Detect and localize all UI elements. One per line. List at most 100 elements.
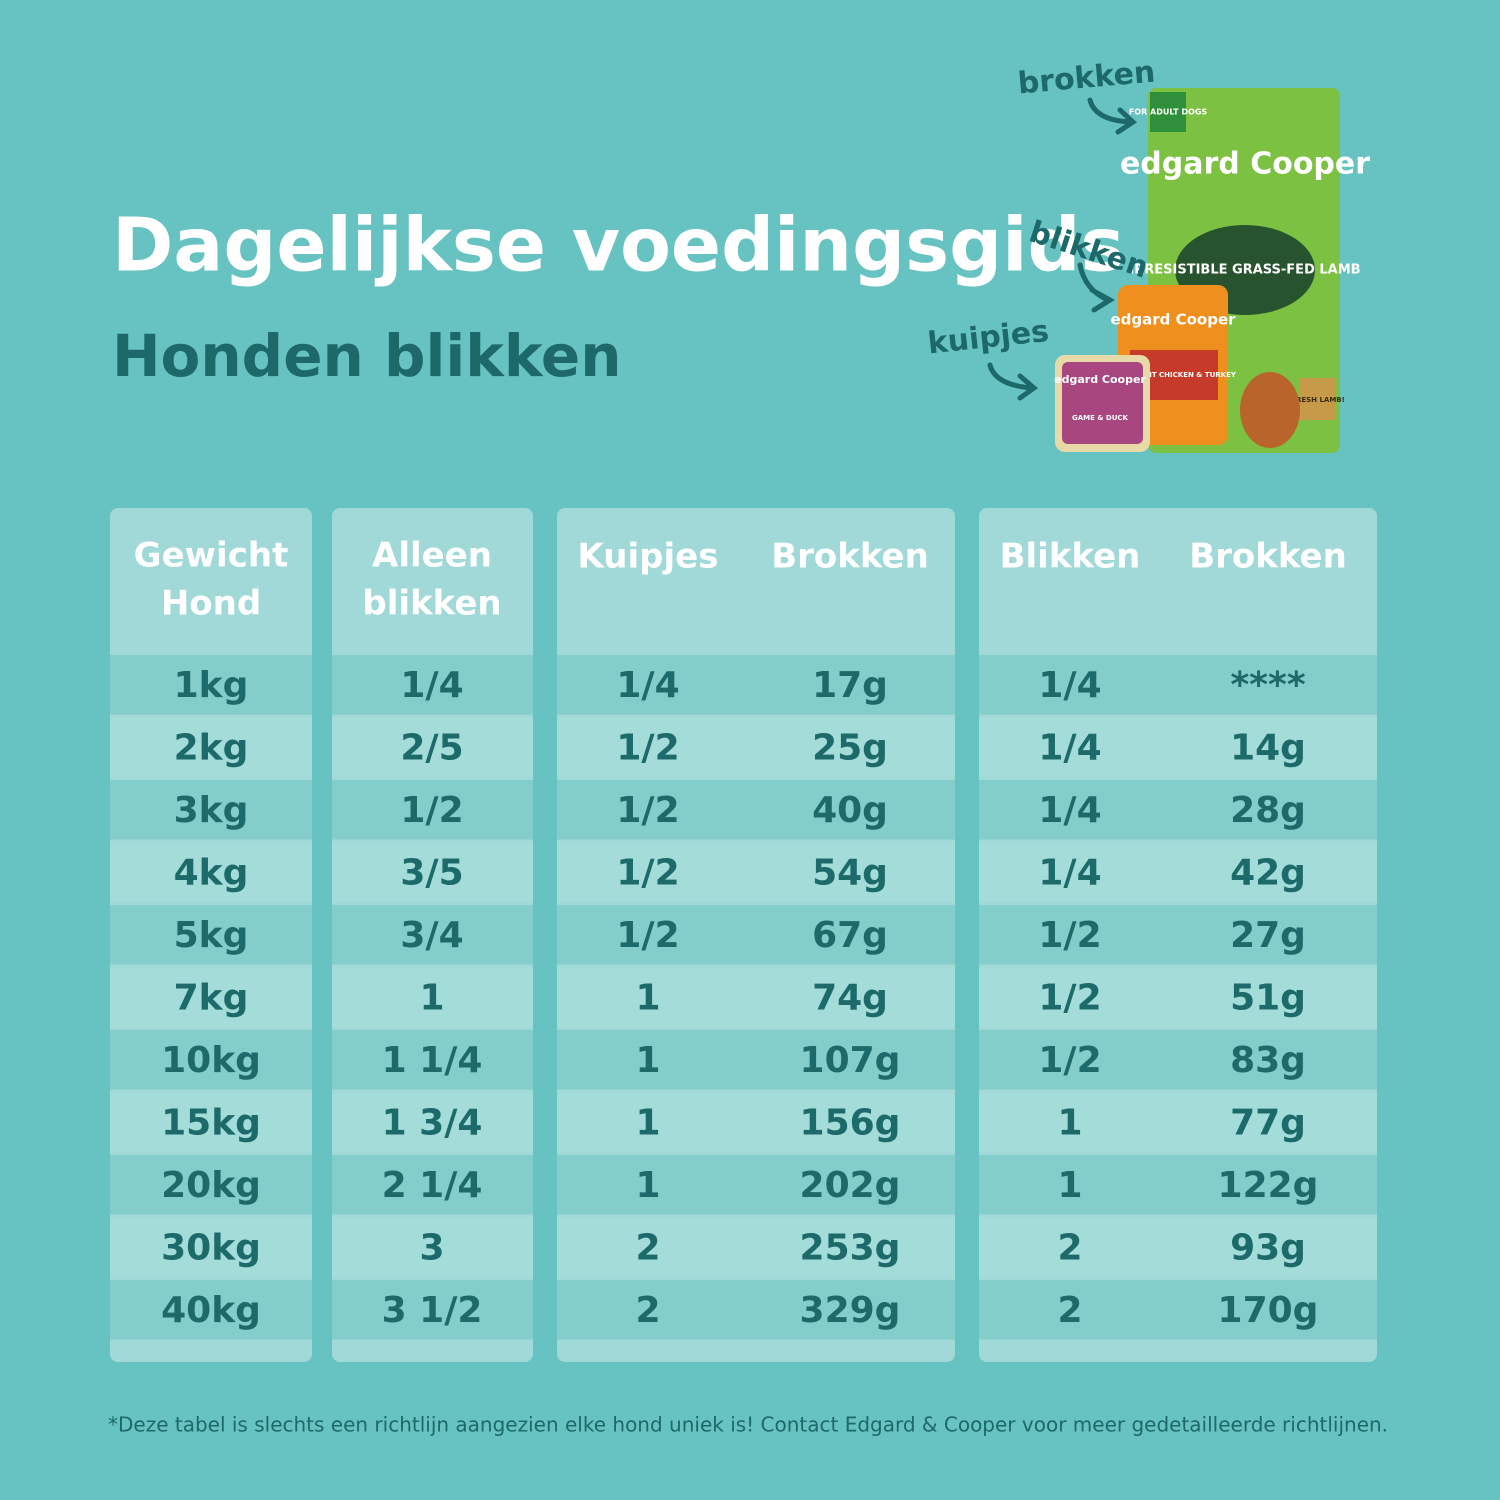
- row-band: [110, 717, 312, 777]
- table-cell: 1/2: [1038, 978, 1101, 1019]
- footnote: *Deze tabel is slechts een richtlijn aan…: [108, 1413, 1388, 1437]
- table-cell: 253g: [800, 1228, 901, 1269]
- row-band: [979, 780, 1377, 840]
- table-cell: 67g: [812, 915, 888, 956]
- table-cell: 1/2: [400, 790, 463, 831]
- row-band: [557, 780, 955, 840]
- table-cell: 2: [1057, 1228, 1082, 1269]
- row-band: [332, 717, 533, 777]
- column-header: blikken: [362, 584, 501, 624]
- row-band: [979, 842, 1377, 902]
- bag-brand: edgard Cooper: [1120, 147, 1370, 182]
- table-cell: 20kg: [161, 1165, 261, 1206]
- table-cell: 1/2: [616, 915, 679, 956]
- table-cell: 329g: [800, 1290, 901, 1331]
- row-band: [332, 905, 533, 965]
- table-cell: 3: [419, 1228, 444, 1269]
- table-cell: 1kg: [174, 665, 249, 706]
- table-cell: 1: [1057, 1165, 1082, 1206]
- table-cell: 27g: [1230, 915, 1306, 956]
- table-cell: 93g: [1230, 1228, 1306, 1269]
- column-header: Brokken: [771, 537, 929, 577]
- table-cell: 1/4: [1038, 728, 1101, 769]
- tub-lid: [1062, 362, 1143, 444]
- row-band: [557, 905, 955, 965]
- table-cell: 1: [635, 1165, 660, 1206]
- table-cell: 40kg: [161, 1290, 261, 1331]
- table-cell: 1: [419, 978, 444, 1019]
- table-cell: 1/4: [616, 665, 679, 706]
- row-band: [332, 1155, 533, 1215]
- table-cell: 3kg: [174, 790, 249, 831]
- table-cell: 28g: [1230, 790, 1306, 831]
- label-brokken: brokken: [1016, 55, 1156, 102]
- row-band: [110, 842, 312, 902]
- can-name: SUCCULENT CHICKEN & TURKEY: [1110, 371, 1237, 379]
- row-band: [557, 1280, 955, 1340]
- row-band: [979, 1155, 1377, 1215]
- table-cell: 3/5: [400, 853, 463, 894]
- table-cell: 1 1/4: [382, 1040, 483, 1081]
- subtitle: Honden blikken: [112, 322, 622, 390]
- row-band: [110, 655, 312, 715]
- row-band: [979, 1217, 1377, 1277]
- row-band: [110, 905, 312, 965]
- bag-badge: FOR ADULT DOGS: [1129, 108, 1208, 117]
- row-band: [332, 842, 533, 902]
- table-cell: 1/4: [400, 665, 463, 706]
- table-cell: 3 1/2: [382, 1290, 483, 1331]
- table-cell: 15kg: [161, 1103, 261, 1144]
- table-cell: 1/4: [1038, 853, 1101, 894]
- table-cell: 30kg: [161, 1228, 261, 1269]
- row-band: [110, 780, 312, 840]
- product-images: FOR ADULT DOGS edgard Cooper IRRESISTIBL…: [1054, 88, 1370, 453]
- table-cell: 7kg: [174, 978, 249, 1019]
- arrow: [987, 362, 1039, 401]
- tub-brand: edgard Cooper: [1054, 373, 1146, 386]
- tub-name: GAME & DUCK: [1072, 414, 1129, 422]
- table-cell: 2: [635, 1228, 660, 1269]
- column-header: Gewicht: [134, 536, 289, 576]
- row-band: [557, 967, 955, 1027]
- row-band: [557, 1030, 955, 1090]
- row-band: [110, 1155, 312, 1215]
- table-cell: 54g: [812, 853, 888, 894]
- row-band: [110, 1217, 312, 1277]
- column-header: Brokken: [1189, 537, 1347, 577]
- row-band: [332, 1217, 533, 1277]
- sign: [1300, 378, 1336, 420]
- table-cell: 1: [1057, 1103, 1082, 1144]
- row-band: [979, 1280, 1377, 1340]
- row-band: [557, 655, 955, 715]
- table-cell: 74g: [812, 978, 888, 1019]
- row-band: [110, 967, 312, 1027]
- table-cell: 2: [1057, 1290, 1082, 1331]
- table-cell: 1/2: [616, 853, 679, 894]
- table-cell: 5kg: [174, 915, 249, 956]
- row-band: [557, 1092, 955, 1152]
- column-header: Alleen: [372, 536, 492, 576]
- row-band: [979, 1092, 1377, 1152]
- table-cell: 1: [635, 978, 660, 1019]
- table-cell: 2/5: [400, 728, 463, 769]
- bag-name: IRRESISTIBLE GRASS-FED LAMB: [1129, 263, 1360, 278]
- column-header: Blikken: [1000, 537, 1141, 577]
- table-cell: 1/2: [616, 790, 679, 831]
- table-cell: 25g: [812, 728, 888, 769]
- table-cell: 83g: [1230, 1040, 1306, 1081]
- table-cell: 3/4: [400, 915, 463, 956]
- table-cell: 51g: [1230, 978, 1306, 1019]
- table-cell: 1: [635, 1103, 660, 1144]
- table-cell: 1/2: [1038, 915, 1101, 956]
- row-band: [979, 655, 1377, 715]
- row-band: [979, 1030, 1377, 1090]
- table-cell: 42g: [1230, 853, 1306, 894]
- row-band: [557, 1217, 955, 1277]
- arrow: [1087, 97, 1138, 135]
- row-band: [110, 1280, 312, 1340]
- row-band: [332, 655, 533, 715]
- row-band: [979, 717, 1377, 777]
- column-header: Hond: [161, 584, 261, 624]
